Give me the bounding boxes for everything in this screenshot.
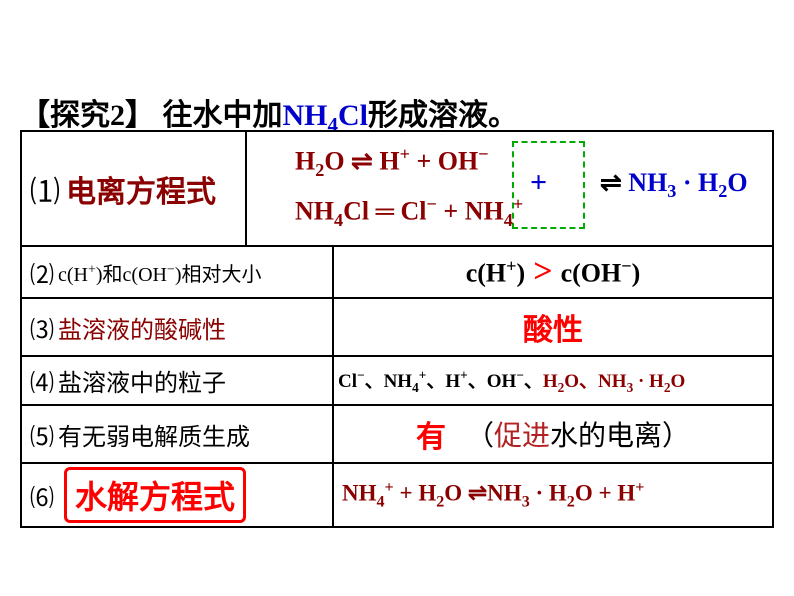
- has-weak-value: 有: [416, 412, 446, 456]
- acidity-value: 酸性: [523, 305, 583, 349]
- eq-water-ionization: H2O ⇌ H+ + OH−: [295, 144, 489, 181]
- row2-label-cell: ⑵ c(H+)和c(OH−)相对大小: [22, 247, 334, 297]
- row-ionization: ⑴ 电离方程式 H2O ⇌ H+ + OH− NH4Cl ═ Cl− + NH4…: [22, 132, 772, 247]
- title-prefix: 【探究2】 往水中加: [20, 99, 283, 132]
- particles-molecules: H2O、NH3 · H2O: [543, 366, 685, 396]
- hydrolysis-label-box: 水解方程式: [64, 467, 246, 523]
- row2-label: c(H+)和c(OH−)相对大小: [58, 258, 262, 287]
- row1-label-cell: ⑴ 电离方程式: [22, 132, 247, 245]
- row-concentration: ⑵ c(H+)和c(OH−)相对大小 c(H+) > c(OH−): [22, 247, 772, 299]
- row5-label-cell: ⑸ 有无弱电解质生成: [22, 406, 334, 462]
- plus-icon: +: [530, 166, 547, 200]
- row-weak-electrolyte: ⑸ 有无弱电解质生成 有 （促进水的电离）: [22, 406, 772, 464]
- row-particles: ⑷ 盐溶液中的粒子 Cl−、NH4+、H+、OH−、H2O、NH3 · H2O: [22, 357, 772, 406]
- row1-label: 电离方程式: [66, 167, 216, 211]
- greater-than-icon: >: [533, 253, 552, 291]
- particles-ions: Cl−、NH4+、H+、OH−、: [338, 366, 543, 396]
- row3-num: ⑶: [30, 310, 54, 345]
- conc-right: c(OH−): [561, 256, 641, 289]
- conc-left: c(H+): [466, 256, 525, 289]
- row6-num: ⑹: [30, 478, 54, 513]
- eq-nh4cl-dissociation: NH4Cl ═ Cl− + NH4+: [295, 194, 523, 231]
- equilibrium-arrow-icon: ⇌: [600, 167, 622, 197]
- row5-label: 有无弱电解质生成: [58, 417, 250, 452]
- row2-num: ⑵: [30, 255, 54, 290]
- row4-label-cell: ⑷ 盐溶液中的粒子: [22, 357, 334, 404]
- row2-value-cell: c(H+) > c(OH−): [334, 247, 772, 297]
- promote-word: 促进: [494, 421, 550, 452]
- row4-value-cell: Cl−、NH4+、H+、OH−、H2O、NH3 · H2O: [334, 357, 772, 404]
- eq-product-formula: NH3 · H2O: [628, 168, 747, 197]
- row3-label-cell: ⑶ 盐溶液的酸碱性: [22, 299, 334, 355]
- row4-num: ⑷: [30, 363, 54, 398]
- row1-num: ⑴: [30, 167, 60, 211]
- title-suffix: 形成溶液。: [368, 99, 518, 132]
- row3-value-cell: 酸性: [334, 299, 772, 355]
- row-acidity: ⑶ 盐溶液的酸碱性 酸性: [22, 299, 772, 357]
- equation-block: H2O ⇌ H+ + OH− NH4Cl ═ Cl− + NH4+ + ⇌ NH…: [255, 144, 764, 234]
- main-table: ⑴ 电离方程式 H2O ⇌ H+ + OH− NH4Cl ═ Cl− + NH4…: [20, 130, 774, 528]
- row6-label-cell: ⑹ 水解方程式: [22, 464, 334, 526]
- promote-suffix: 水的电离）: [550, 421, 690, 452]
- promote-text: （促进水的电离）: [466, 414, 690, 454]
- row6-value-cell: NH4+ + H2O ⇌NH3 · H2O + H+: [334, 464, 772, 526]
- row5-value-cell: 有 （促进水的电离）: [334, 406, 772, 462]
- title-compound: NH4Cl: [283, 99, 369, 132]
- row-hydrolysis: ⑹ 水解方程式 NH4+ + H2O ⇌NH3 · H2O + H+: [22, 464, 772, 526]
- row6-label: 水解方程式: [75, 479, 235, 515]
- paren-open: （: [466, 421, 494, 452]
- hydrolysis-equation: NH4+ + H2O ⇌NH3 · H2O + H+: [342, 479, 644, 511]
- row4-label: 盐溶液中的粒子: [58, 363, 226, 398]
- row3-label: 盐溶液的酸碱性: [58, 310, 226, 345]
- eq-product: ⇌ NH3 · H2O: [600, 167, 748, 202]
- row5-num: ⑸: [30, 417, 54, 452]
- row1-value-cell: H2O ⇌ H+ + OH− NH4Cl ═ Cl− + NH4+ + ⇌ NH…: [247, 132, 772, 245]
